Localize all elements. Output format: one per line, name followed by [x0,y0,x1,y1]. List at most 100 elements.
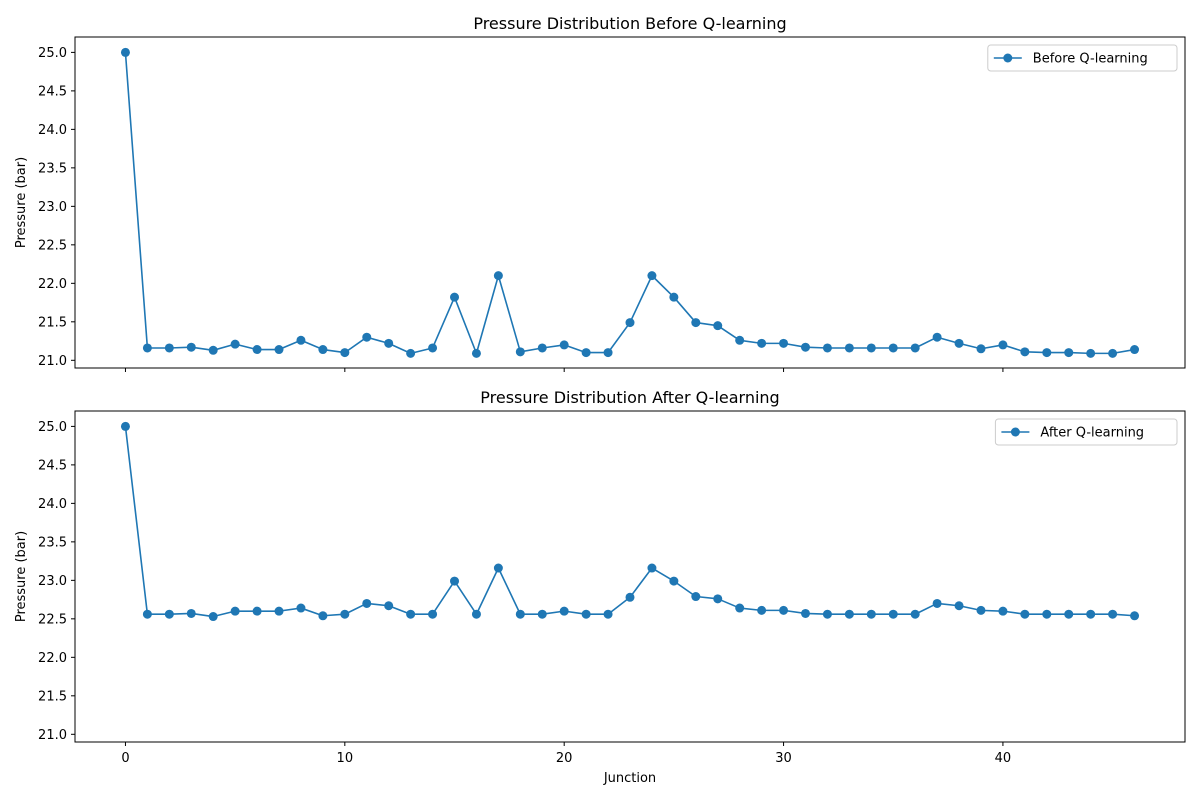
data-point [428,609,438,619]
data-point [120,421,130,431]
y-tick-label: 21.0 [38,728,67,743]
data-point [1064,609,1074,619]
data-point [274,345,284,355]
data-point [1086,609,1096,619]
legend-box [987,44,1178,72]
y-tick-label: 23.0 [38,200,67,215]
x-tick-label: 0 [121,751,129,766]
data-point [208,345,218,355]
data-point [318,345,328,355]
data-point [252,345,262,355]
data-point [713,321,723,331]
data-point [625,318,635,328]
data-point [186,342,196,352]
series-line [124,52,1135,355]
data-point [669,292,679,302]
data-point [515,609,525,619]
y-tick-label: 24.5 [38,84,67,99]
data-point [1108,609,1118,619]
chart-title: Pressure Distribution After Q-learning [480,388,779,407]
data-point [1130,611,1140,621]
data-point [120,47,130,57]
data-point [559,606,569,616]
y-tick-label: 22.0 [38,277,67,292]
y-tick-label: 21.5 [38,689,67,704]
data-point [647,563,657,573]
data-point [625,592,635,602]
data-point [932,598,942,608]
y-axis-label: Pressure (bar) [14,157,29,248]
y-tick-label: 25.0 [38,420,67,435]
legend: Before Q-learning [987,44,1178,72]
data-point [142,609,152,619]
data-point [340,609,350,619]
data-point [1042,609,1052,619]
y-tick-label: 21.5 [38,315,67,330]
plot-frame [74,36,1186,369]
data-point [1086,348,1096,358]
data-point [822,609,832,619]
legend-box [994,418,1178,446]
data-point [362,598,372,608]
data-point [186,608,196,618]
legend: After Q-learning [994,418,1178,446]
data-point [471,348,481,358]
data-point [581,609,591,619]
data-point [471,609,481,619]
legend-label: Before Q-learning [1033,52,1148,67]
data-point [362,332,372,342]
y-axis-label: Pressure (bar) [14,531,29,622]
y-tick-label: 22.5 [38,612,67,627]
data-point [1130,345,1140,355]
x-tick-label: 10 [337,751,354,766]
data-point [142,343,152,353]
data-point [515,347,525,357]
data-point [866,609,876,619]
y-tick-label: 24.5 [38,458,67,473]
x-axis-label: Junction [603,771,656,786]
data-point [230,606,240,616]
data-point [164,343,174,353]
data-point [757,338,767,348]
x-tick-label: 30 [775,751,792,766]
data-point [384,338,394,348]
data-point [822,343,832,353]
y-tick-label: 24.0 [38,497,67,512]
x-tick-label: 20 [556,751,573,766]
data-point [735,603,745,613]
data-point [976,344,986,354]
data-point [559,340,569,350]
data-point [888,343,898,353]
legend-label: After Q-learning [1040,426,1144,441]
data-point [866,343,876,353]
y-tick-label: 24.0 [38,123,67,138]
data-point [1108,348,1118,358]
data-point [230,339,240,349]
data-point [888,609,898,619]
data-point [691,318,701,328]
data-point [384,601,394,611]
data-point [691,592,701,602]
chart-title: Pressure Distribution Before Q-learning [473,14,786,33]
data-point [296,603,306,613]
data-point [998,340,1008,350]
data-point [779,605,789,615]
data-point [340,348,350,358]
data-point [603,348,613,358]
data-point [406,609,416,619]
data-point [910,609,920,619]
data-point [450,576,460,586]
data-point [998,606,1008,616]
data-point [1020,347,1030,357]
data-point [428,343,438,353]
legend-marker [1010,427,1020,437]
data-point [954,601,964,611]
data-point [164,609,174,619]
data-point [537,343,547,353]
data-point [274,606,284,616]
data-point [493,563,503,573]
plot-frame [74,410,1186,743]
data-point [713,594,723,604]
y-tick-label: 21.0 [38,354,67,369]
data-point [208,612,218,622]
